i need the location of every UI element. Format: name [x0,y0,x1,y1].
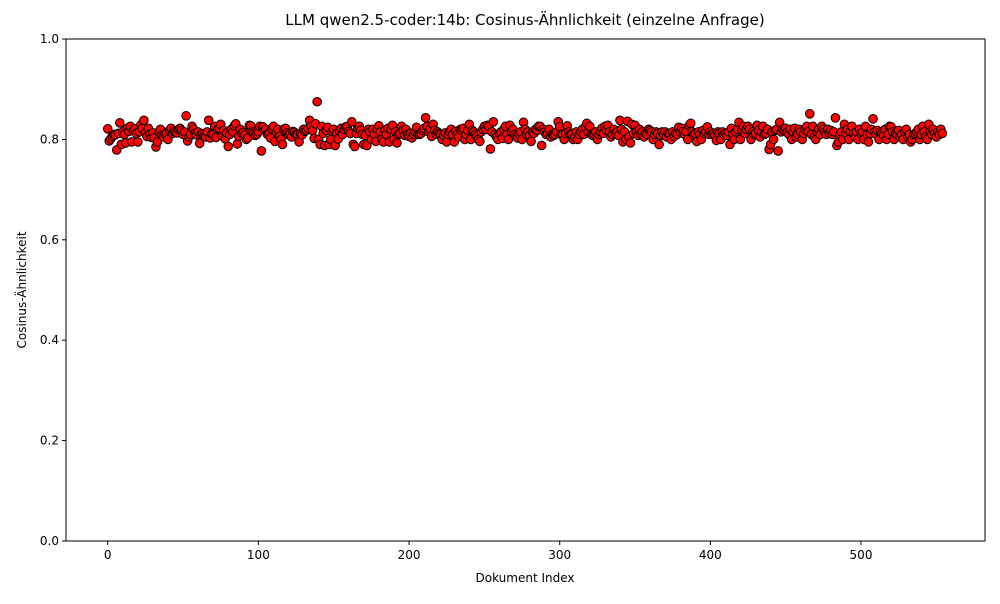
x-tick-label: 400 [699,548,722,562]
point [102,124,113,134]
y-tick-label: 1.0 [40,32,59,46]
point [654,139,664,150]
y-tick-label: 0.2 [40,434,59,448]
chart-title: LLM qwen2.5-coder:14b: Cosinus-Ähnlichke… [285,10,764,29]
point [475,136,485,147]
point [346,117,357,127]
y-tick-label: 0.6 [40,233,59,247]
y-tick-label: 0.0 [40,534,59,548]
point [773,146,783,156]
plot-frame [65,38,986,542]
point [830,113,841,123]
y-axis-label: Cosinus-Ähnlichkeit [14,231,29,348]
point [625,138,636,148]
point [133,137,143,147]
point [682,134,693,145]
x-tick-label: 100 [247,548,270,562]
point [685,118,696,129]
point [181,111,191,121]
point [868,114,878,124]
point [392,138,402,148]
x-tick-label: 500 [850,548,873,562]
point [485,144,496,154]
point [350,141,360,152]
point [804,108,815,119]
y-tick-label: 0.8 [40,132,59,146]
point [536,140,547,151]
point [114,118,125,128]
x-tick-label: 200 [398,548,421,562]
x-tick-label: 300 [548,548,571,562]
point [223,141,234,152]
point [488,117,499,127]
x-axis-label: Dokument Index [476,571,575,585]
point [203,115,214,126]
point [863,137,874,147]
point [526,136,536,147]
point [152,137,163,147]
point [312,96,322,107]
point [277,139,288,150]
point [139,115,149,126]
point [768,134,779,145]
x-tick-label: 0 [104,548,112,562]
y-tick-label: 0.4 [40,333,59,347]
point [194,138,205,149]
point [256,146,267,156]
point [937,128,948,139]
point [420,113,431,123]
